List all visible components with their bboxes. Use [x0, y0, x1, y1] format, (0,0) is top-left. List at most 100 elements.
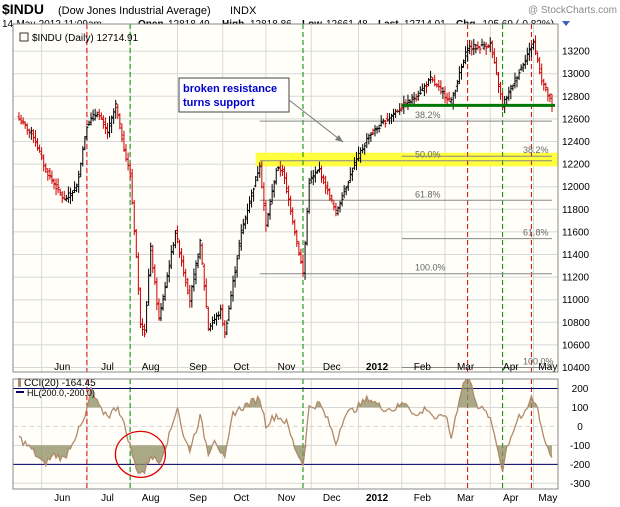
price-y-tick-label: 13000	[562, 69, 590, 80]
ohlc-bar	[64, 194, 68, 202]
cci-plot-area	[13, 379, 558, 489]
ohlc-bar	[534, 35, 538, 56]
ohlc-bar	[488, 37, 492, 53]
ohlc-bar	[132, 199, 136, 236]
ohlc-bar	[190, 285, 194, 308]
price-y-tick-label: 11400	[562, 250, 590, 261]
ohlc-bar	[542, 78, 546, 91]
price-x-tick-label: May	[538, 362, 557, 373]
cci-x-tick-label: Mar	[457, 493, 475, 504]
annotation: broken resistance turns support	[178, 77, 344, 143]
price-x-tick-label: Oct	[233, 362, 249, 373]
price-y-tick-label: 11000	[562, 295, 590, 306]
ohlc-bar	[367, 133, 371, 145]
ohlc-bar	[128, 163, 132, 180]
ohlc-bar	[239, 224, 243, 251]
ohlc-bar	[223, 320, 227, 339]
annotation-arrow-head	[335, 135, 343, 142]
price-x-tick-label: Apr	[503, 362, 519, 373]
ohlc-bar	[149, 242, 153, 277]
price-y-tick-label: 11800	[562, 205, 590, 216]
ohlc-bar	[546, 87, 550, 102]
ohlc-bar	[163, 281, 167, 301]
ohlc-bar	[233, 266, 237, 288]
ohlc-bar	[429, 70, 433, 84]
fib-right-label: 100.0%	[523, 356, 554, 366]
ohlc-bar	[52, 178, 56, 190]
ohlc-bar	[416, 90, 420, 101]
dropdown-arrow-icon[interactable]	[562, 21, 570, 26]
ohlc-bar	[352, 157, 356, 170]
ohlc-bar	[91, 109, 95, 122]
cci-x-tick-label: Aug	[142, 493, 160, 504]
ohlc-bar	[418, 86, 422, 95]
ohlc-bar	[529, 45, 533, 58]
ohlc-bar	[334, 202, 338, 217]
ohlc-bar	[147, 268, 151, 306]
ohlc-bar	[235, 255, 239, 278]
ohlc-bar	[389, 113, 393, 124]
ohlc-bar	[122, 130, 126, 152]
annotation-arrow	[288, 99, 344, 143]
ohlc-bar	[38, 144, 42, 153]
ohlc-bar	[36, 138, 40, 151]
ohlc-bar	[517, 69, 521, 80]
chart-index-name: (Dow Jones Industrial Average)	[58, 5, 211, 17]
ohlc-bar	[293, 219, 297, 236]
fib-mid-label: 61.8%	[415, 189, 441, 199]
ohlc-bar	[420, 83, 424, 92]
cci-legend-label: CCI(20) -164.45	[24, 378, 96, 389]
fib-mid-label: 38.2%	[415, 110, 441, 120]
ohlc-bar	[414, 93, 418, 102]
price-y-tick-label: 10600	[562, 340, 590, 351]
ohlc-bar	[175, 225, 179, 244]
ohlc-bar	[27, 128, 31, 139]
price-x-tick-label: Nov	[278, 362, 296, 373]
ohlc-bar	[157, 298, 161, 321]
ohlc-bar	[140, 318, 144, 336]
ohlc-bar	[108, 116, 112, 138]
fib-right-label: 61.8%	[523, 228, 549, 238]
price-x-tick-label: Feb	[414, 362, 432, 373]
cci-line	[18, 379, 553, 475]
ohlc-bar	[410, 93, 414, 105]
ohlc-bar	[54, 178, 58, 196]
ohlc-bar	[464, 46, 468, 65]
ohlc-bar	[247, 196, 251, 214]
ohlc-bar	[73, 181, 77, 194]
ohlc-bar	[252, 187, 256, 202]
ohlc-bar	[447, 91, 451, 102]
ohlc-bar	[77, 170, 81, 193]
price-y-tick-label: 13200	[562, 47, 590, 58]
price-x-tick-label: Aug	[142, 362, 160, 373]
price-x-tick-label: Jun	[54, 362, 70, 373]
ohlc-bar	[75, 183, 79, 193]
ohlc-bar	[307, 177, 311, 214]
ohlc-bar	[507, 86, 511, 101]
ohlc-bar	[210, 316, 214, 330]
ohlc-bar	[256, 166, 260, 182]
ohlc-bar	[466, 44, 470, 62]
ohlc-bar	[435, 83, 439, 88]
price-gridlines	[13, 24, 558, 372]
ohlc-bar	[373, 124, 377, 137]
ohlc-bar	[81, 146, 85, 167]
ohlc-bar	[315, 169, 319, 174]
ohlc-bar	[509, 84, 513, 100]
ohlc-bar	[320, 165, 324, 183]
cci-x-tick-label: Jul	[101, 493, 114, 504]
ohlc-bar	[243, 215, 247, 230]
price-y-tick-label: 12800	[562, 92, 590, 103]
ohlc-bar	[398, 103, 402, 116]
ohlc-bar	[348, 167, 352, 183]
ohlc-bar	[548, 93, 552, 103]
ohlc-bar	[494, 57, 498, 75]
ohlc-bar	[206, 306, 210, 331]
ohlc-bar	[280, 164, 284, 177]
ohlc-bar	[159, 302, 163, 322]
ohlc-bar	[219, 304, 223, 320]
annotation-box	[178, 77, 290, 113]
annotation-line2: turns support	[183, 97, 255, 109]
ohlc-bar	[105, 122, 109, 139]
fib-mid-label: 50.0%	[415, 150, 441, 160]
